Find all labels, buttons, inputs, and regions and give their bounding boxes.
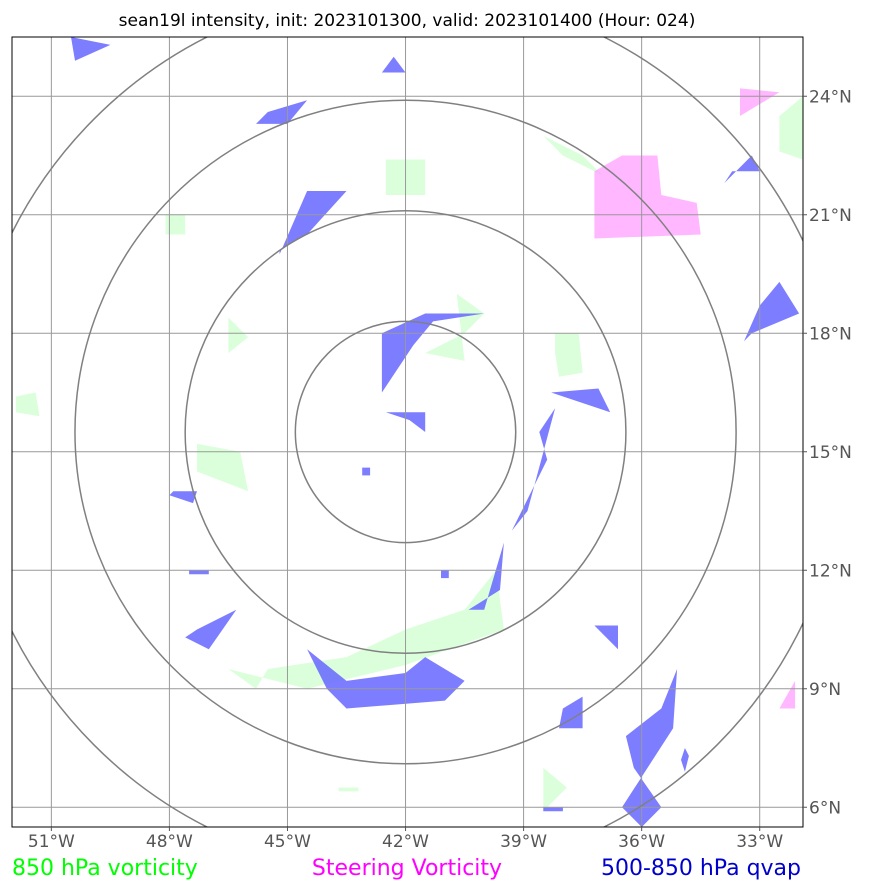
plot-frame <box>11 36 804 828</box>
plot-area-background <box>12 37 803 827</box>
x-tick-label: 36°W <box>618 832 665 852</box>
legend-label-850-vorticity: 850 hPa vorticity <box>12 856 198 881</box>
y-tick-label: 21°N <box>809 206 852 226</box>
500-850-hpa-qvap-region <box>622 669 678 827</box>
grid-lines <box>12 37 803 827</box>
y-tick-labels: 6°N 9°N 12°N 15°N 18°N 21°N 24°N <box>803 87 852 818</box>
x-tick-labels: 51°W 48°W 45°W 42°W 39°W 36°W 33°W <box>28 827 783 852</box>
steering-vorticity-region <box>594 155 701 239</box>
850-hpa-vorticity-region <box>555 333 583 377</box>
map-layers <box>15 37 803 827</box>
500-850-hpa-qvap-region <box>559 696 583 729</box>
steering-vorticity-region <box>779 680 796 709</box>
range-ring <box>184 210 627 654</box>
850-hpa-vorticity-region <box>228 317 249 353</box>
500-850-hpa-qvap-region <box>681 748 689 772</box>
x-tick-label: 39°W <box>500 832 547 852</box>
500-850-hpa-qvap-region <box>362 467 371 476</box>
y-tick-label: 18°N <box>809 324 852 344</box>
y-tick-label: 6°N <box>809 798 841 818</box>
500-850-hpa-qvap-region <box>594 625 618 650</box>
500-850-hpa-qvap-region <box>551 388 611 413</box>
500-850-hpa-qvap-region <box>385 412 426 432</box>
500-850-hpa-qvap-region <box>71 37 111 61</box>
x-tick-label: 33°W <box>736 832 783 852</box>
y-tick-label: 9°N <box>809 680 841 700</box>
500-850-hpa-qvap-region <box>256 100 308 124</box>
y-tick-label: 15°N <box>809 443 852 463</box>
500-850-hpa-qvap-region <box>441 570 449 579</box>
500-850-hpa-qvap-region <box>381 56 406 73</box>
850-hpa-vorticity-region <box>543 767 567 812</box>
850-hpa-vorticity-region <box>543 135 603 176</box>
x-tick-label: 42°W <box>382 832 429 852</box>
legend-label-qvap: 500-850 hPa qvap <box>601 856 801 881</box>
500-850-hpa-qvap-region <box>279 191 347 255</box>
850-hpa-vorticity-region <box>425 293 485 361</box>
500-850-hpa-qvap-region <box>169 491 197 504</box>
range-ring <box>74 99 737 765</box>
850-hpa-vorticity-region <box>228 570 504 689</box>
850-hpa-vorticity-region <box>779 96 803 160</box>
x-tick-label: 51°W <box>28 832 75 852</box>
500-850-hpa-qvap-region <box>468 542 504 610</box>
500-850-hpa-qvap-region <box>744 281 800 342</box>
500-850-hpa-qvap-region <box>724 155 760 184</box>
500-850-hpa-qvap-region <box>543 807 563 812</box>
850-hpa-vorticity-region <box>338 787 359 792</box>
500-850-hpa-qvap-region <box>189 570 209 575</box>
y-tick-label: 12°N <box>809 561 852 581</box>
500-850-hpa-qvap-region <box>307 649 465 709</box>
850-hpa-vorticity-region <box>15 392 40 417</box>
range-rings <box>12 37 803 827</box>
500-850-hpa-qvap-region <box>511 408 556 531</box>
chart-title: sean19l intensity, init: 2023101300, val… <box>119 11 696 31</box>
range-ring <box>294 320 517 544</box>
x-tick-label: 45°W <box>264 832 311 852</box>
850-hpa-vorticity-region <box>165 214 186 235</box>
y-tick-label: 24°N <box>809 87 852 107</box>
x-tick-label: 48°W <box>146 832 193 852</box>
500-850-hpa-qvap-region <box>185 609 237 650</box>
legend-label-steering-vorticity: Steering Vorticity <box>312 856 502 881</box>
850-hpa-vorticity-region <box>197 443 249 492</box>
